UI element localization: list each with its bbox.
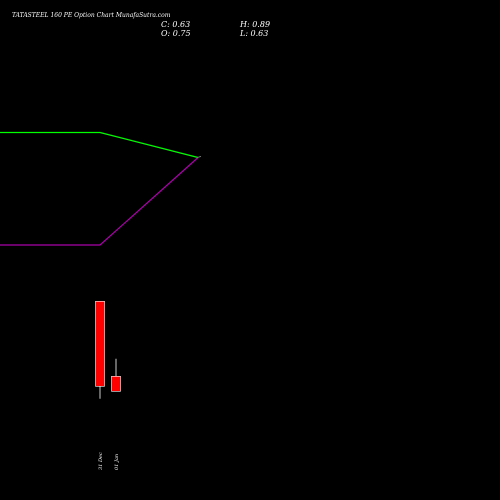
indicator-line-1 bbox=[0, 131, 199, 159]
chart-title: TATASTEEL 160 PE Option Chart MunafaSutr… bbox=[12, 12, 171, 19]
candle-body-2 bbox=[111, 375, 121, 392]
close-label: C: 0.63 bbox=[161, 20, 190, 29]
high-label: H: 0.89 bbox=[239, 20, 270, 29]
candle-body-1 bbox=[95, 300, 105, 387]
x-tick-label: 31 Dec bbox=[98, 452, 104, 470]
low-label: L: 0.63 bbox=[239, 29, 268, 38]
line-end-marker bbox=[196, 156, 202, 158]
indicator-line-2 bbox=[0, 157, 199, 246]
x-tick-label: 01 Jan bbox=[114, 454, 120, 470]
open-label: O: 0.75 bbox=[161, 29, 191, 38]
plot-area: 31 Dec 01 Jan bbox=[0, 131, 202, 470]
